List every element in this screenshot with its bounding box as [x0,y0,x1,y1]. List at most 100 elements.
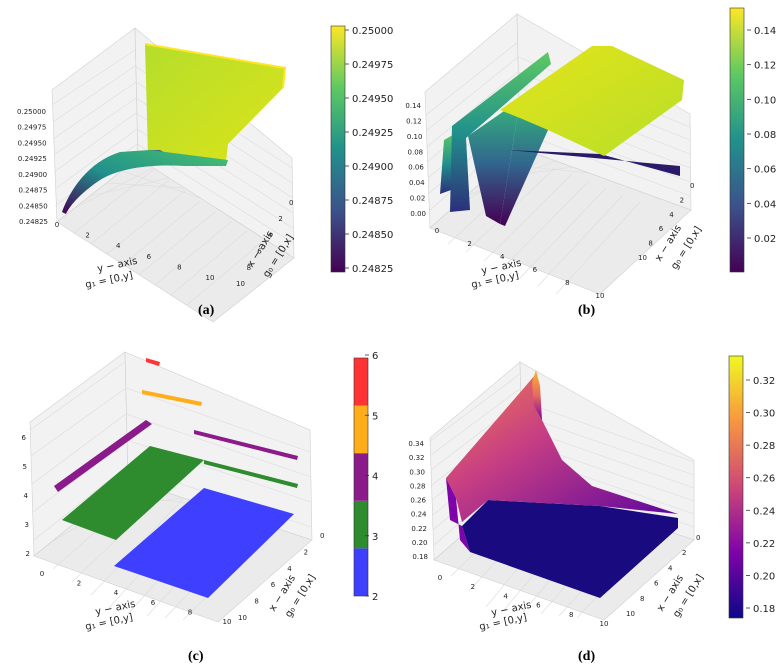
panel-d-z-tick: 0.24 [411,511,427,519]
panel-c-x-tick: 8 [254,598,258,606]
panel-b-surface-v-left [468,100,520,224]
panel-b-colorbar-tick: 0.04 [754,199,776,210]
panel-b-z-tick-labels: 0.00 0.02 0.04 0.06 0.08 0.10 0.12 0.14 [405,102,426,218]
panel-b-x-tick: 4 [669,211,674,219]
panel-d-z-tick: 0.30 [409,468,425,476]
panel-c-z-tick: 2 [26,550,30,558]
panel-c-z-tick: 4 [24,492,29,500]
panel-d-surface [446,370,678,598]
panel-b-surface-v-right [500,100,552,226]
panel-a-z-tick: 0.24975 [17,124,46,132]
panel-b-y-tick: 6 [533,266,538,274]
panel-d-surface-floor [462,500,678,598]
panel-d-y-tick: 6 [536,602,541,610]
panel-d-y-tick: 8 [569,611,573,619]
panel-a-colorbar-tick: 0.24825 [352,264,393,275]
panel-a-z-tick: 0.24875 [18,187,47,195]
panel-a-surface [62,43,287,214]
panel-c-x-tick: 6 [271,581,276,589]
panel-d-z-tick: 0.22 [411,525,427,533]
panel-b-x-tick: 2 [680,196,684,204]
panel-d-z-tick: 0.18 [412,553,428,561]
panel-d-z-tick: 0.32 [409,454,425,462]
panel-c-region-blue [114,488,294,598]
panel-a-colorbar-tick: 0.25000 [352,26,393,37]
panel-b-z-tick: 0.04 [409,179,425,187]
panel-c-y-tick: 2 [77,580,81,588]
panel-d-y-tick-labels: 0 2 4 6 8 10 [438,574,609,628]
panel-d-x-tick: 8 [640,595,644,603]
panel-b-colorbar-tick: 0.10 [754,95,776,106]
panel-b: 0.000.020.040.060.080.100.120.14 0246810… [405,7,776,318]
panel-a-x-tick: 8 [247,264,251,272]
panel-c-strip-green [204,460,298,488]
panel-d-z-tick: 0.28 [410,482,426,490]
panel-d-colorbar-tick: 0.32 [753,376,775,387]
panel-b-colorbar-tick: 0.06 [754,165,776,176]
panel-a-y-axis-sublabel: g₁ = [0,y] [84,270,134,291]
panel-a-x-tick: 6 [257,248,262,256]
panel-c-colorbar-tick: 4 [372,472,378,483]
panel-a-colorbar-ticks: 0.24825 0.24850 0.24875 0.24900 0.24925 0.249… [345,26,393,275]
panel-b-z-tick: 0.00 [410,210,426,218]
panel-c-y-tick-labels: 0 2 4 6 8 10 [40,570,232,626]
panel-d-y-tick: 2 [471,583,475,591]
panel-d-surface-spike [532,370,542,420]
panel-c-x-tick: 10 [238,614,247,622]
panel-a-y-tick: 2 [85,232,89,240]
panel-c-y-tick: 8 [188,608,192,616]
panel-b-surface-streak [508,150,680,176]
panel-a-x-tick: 4 [268,231,273,239]
panel-c-x-tick: 4 [287,565,292,573]
panel-d-z-tick: 0.26 [410,497,426,505]
panel-d-x-tick: 10 [626,610,635,618]
panel-b-y-tick: 2 [467,240,471,248]
panel-d-x-tick: 4 [668,564,673,572]
panel-b-colorbar [729,7,745,273]
panel-c-y-tick: 0 [40,570,44,578]
panel-d-caption: (d) [578,649,595,664]
panel-b-z-tick: 0.14 [405,102,421,110]
panel-d-colorbar-tick: 0.26 [753,474,775,485]
panel-d-colorbar-tick: 0.20 [753,571,775,582]
panel-a-z-tick: 0.24925 [18,155,47,163]
panel-b-z-tick: 0.02 [410,195,426,203]
panel-b-surface [440,46,684,226]
panel-d-y-tick: 4 [503,592,508,600]
panel-a-y-tick: 4 [116,242,121,250]
panel-c-colorbar [353,357,369,597]
panel-d-z-tick-labels: 0.18 0.20 0.22 0.24 0.26 0.28 0.30 0.32 0.34 [408,440,428,561]
panel-c-colorbar-frame [353,357,369,597]
panel-a-colorbar-tick: 0.24950 [352,94,393,105]
panel-d-x-tick: 0 [696,534,700,542]
panel-c-colorbar-segment [354,358,368,406]
panel-b-colorbar-tick: 0.02 [754,234,776,245]
panel-d-colorbar-tick: 0.28 [753,441,775,452]
panel-a-x-tick: 10 [236,280,245,288]
panel-c-x-tick: 0 [320,532,324,540]
panel-c-colorbar-segment [354,405,368,454]
panel-a-z-tick: 0.24825 [19,218,48,226]
panel-a-x-tick: 0 [289,199,293,207]
panel-d-colorbar-tick: 0.18 [753,604,775,615]
panel-c-z-tick: 5 [23,463,27,471]
panel-b-x-tick: 8 [648,240,652,248]
panel-d-colorbar [728,355,744,619]
panel-d-surface-sheet [446,374,678,522]
panel-a-colorbar-tick: 0.24900 [352,162,393,173]
panel-b-x-tick: 10 [638,254,647,262]
panel-c-surface [54,358,298,598]
panel-c-z-tick: 3 [25,521,29,529]
panel-b-colorbar-tick: 0.08 [754,130,776,141]
panel-a-colorbar-tick: 0.24875 [352,196,393,207]
panel-a-colorbar-tick: 0.24975 [352,60,393,71]
panel-c-y-tick: 6 [151,599,156,607]
panel-c-colorbar-tick: 2 [372,592,378,603]
panel-c-colorbar-tick: 6 [372,351,378,362]
panel-b-surface-plateau [500,46,684,156]
panel-d-x-tick: 2 [682,549,686,557]
panel-a-colorbar-tick: 0.24925 [352,128,393,139]
